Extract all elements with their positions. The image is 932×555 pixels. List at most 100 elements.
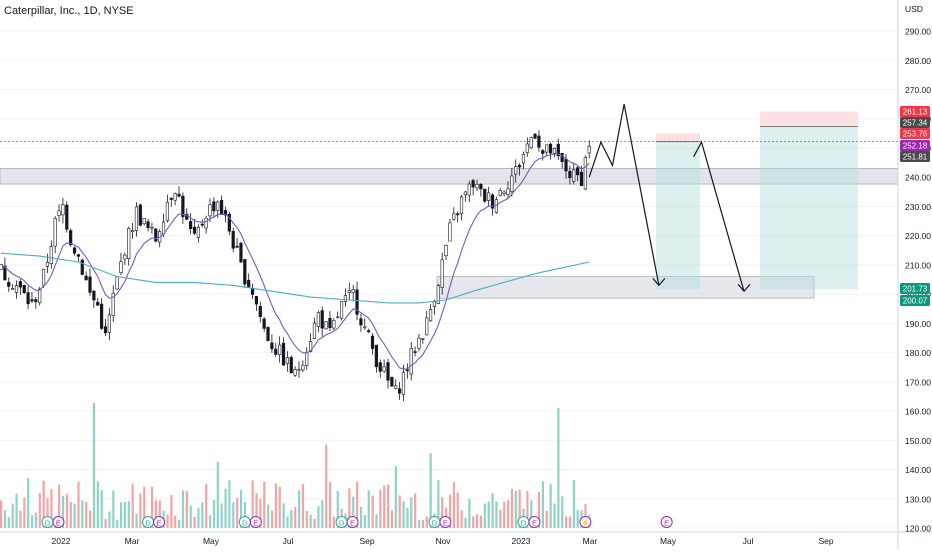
candle-body xyxy=(258,306,262,317)
volume-bar xyxy=(123,501,127,528)
candle-body xyxy=(552,147,557,154)
volume-bar xyxy=(414,493,417,528)
candle-body xyxy=(150,226,154,229)
volume-bar xyxy=(483,503,486,528)
volume-bar xyxy=(263,481,266,528)
volume-bar xyxy=(356,481,359,528)
candle-body xyxy=(285,357,289,364)
volume-bar xyxy=(208,515,212,528)
candle-body xyxy=(398,388,402,394)
volume-bar xyxy=(506,500,510,528)
candle-body xyxy=(312,322,317,339)
volume-bar xyxy=(309,514,312,528)
y-tick-label: 290.00 xyxy=(905,27,931,37)
candle-body xyxy=(471,180,475,188)
volume-bar xyxy=(96,481,99,528)
candle-body xyxy=(529,137,533,149)
volume-bar xyxy=(11,503,14,528)
candle-body xyxy=(533,133,537,139)
event-marker-label: D xyxy=(521,519,527,528)
volume-bar xyxy=(212,500,216,528)
candle-body xyxy=(231,230,235,249)
candle-body xyxy=(61,204,65,216)
candle-body xyxy=(41,268,46,286)
candle-body xyxy=(216,201,220,211)
volume-bar xyxy=(58,484,61,528)
volume-bar xyxy=(305,511,308,528)
candle-body xyxy=(123,254,127,260)
volume-bar xyxy=(576,510,579,528)
candle-body xyxy=(541,150,545,154)
candle-body xyxy=(169,197,173,200)
volume-bar xyxy=(193,516,196,528)
event-marker-label: E xyxy=(664,519,669,528)
candle-body xyxy=(127,228,131,259)
position-target-zone xyxy=(760,126,858,290)
y-tick-label: 120.00 xyxy=(905,524,931,534)
candle-body xyxy=(521,154,526,164)
candle-body xyxy=(351,289,355,294)
candle-body xyxy=(367,330,371,333)
volume-bar xyxy=(112,490,115,528)
event-marker-label: D xyxy=(45,519,51,528)
volume-bar xyxy=(89,510,92,528)
candle-body xyxy=(479,183,483,190)
volume-bar xyxy=(286,516,289,528)
y-tick-label: 220.00 xyxy=(905,231,931,241)
candle-body xyxy=(452,213,456,220)
volume-bar xyxy=(352,496,355,528)
volume-bar xyxy=(476,514,479,528)
volume-bar xyxy=(429,453,432,528)
chart-title: Caterpillar, Inc., 1D, NYSE xyxy=(4,5,134,17)
volume-bar xyxy=(410,497,413,528)
candle-body xyxy=(208,204,212,217)
volume-bar xyxy=(479,515,483,528)
candle-body xyxy=(80,259,84,275)
candle-body xyxy=(196,227,200,238)
candle-body xyxy=(440,259,444,288)
volume-bar xyxy=(572,479,575,528)
volume-bar xyxy=(568,516,572,528)
candle-body xyxy=(537,135,541,148)
y-tick-label: 160.00 xyxy=(905,407,931,417)
candle-body xyxy=(417,337,421,349)
volume-bar xyxy=(158,500,161,528)
candle-body xyxy=(568,171,572,179)
volume-bar xyxy=(15,493,18,528)
volume-bar xyxy=(332,516,336,528)
volume-bar xyxy=(317,506,320,528)
volume-bar xyxy=(495,501,498,528)
candle-body xyxy=(84,275,88,281)
candle-body xyxy=(18,281,22,288)
candle-body xyxy=(483,188,487,202)
candle-body xyxy=(278,344,282,355)
volume-bar xyxy=(85,501,88,528)
candle-body xyxy=(514,166,518,175)
volume-bar xyxy=(216,461,219,528)
candle-body xyxy=(11,288,15,290)
candle-body xyxy=(22,284,26,293)
candle-body xyxy=(107,314,111,333)
candle-body xyxy=(487,192,491,201)
candle-body xyxy=(96,301,100,306)
event-marker xyxy=(528,516,541,528)
volume-bar xyxy=(274,483,277,528)
candle-body xyxy=(490,194,495,209)
candle-body xyxy=(475,183,479,189)
candle-body xyxy=(324,321,328,330)
volume-bar xyxy=(425,516,428,528)
price-label-text: 251.81 xyxy=(903,153,928,162)
volume-bar xyxy=(464,517,467,528)
volume-bar xyxy=(189,505,192,528)
volume-bar xyxy=(499,509,502,528)
candle-body xyxy=(374,344,378,368)
volume-bar xyxy=(537,491,541,528)
volume-bar xyxy=(472,516,475,528)
y-axis-unit: USD xyxy=(905,4,923,14)
candle-body xyxy=(53,218,57,247)
volume-bar xyxy=(379,489,382,528)
target-zone xyxy=(436,276,815,299)
candle-body xyxy=(359,318,363,326)
volume-bar xyxy=(290,509,293,528)
